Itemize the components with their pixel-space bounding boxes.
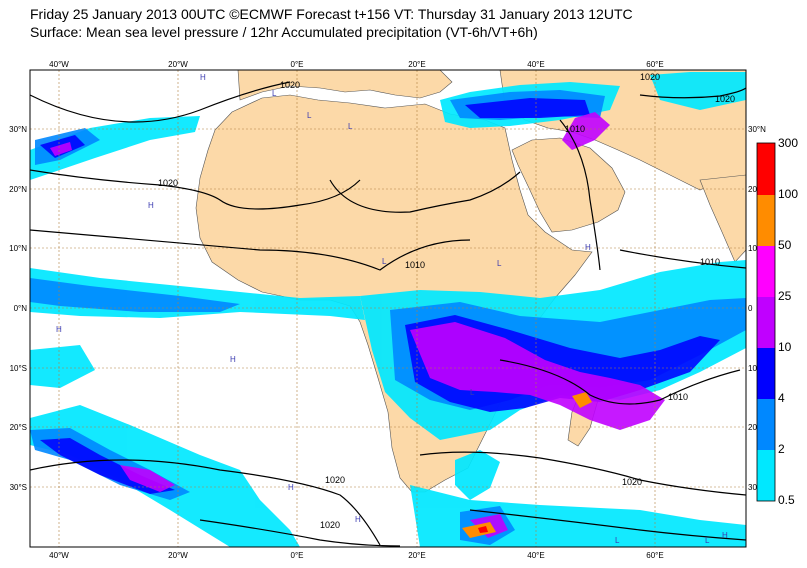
europe-landmass	[237, 70, 453, 101]
pressure-centres: H H H H L L L L L L H H L L H H	[56, 73, 728, 545]
colorbar-label: 0.5	[778, 493, 795, 507]
colorbar-label: 100	[778, 187, 798, 201]
lon-labels-bottom: 40°W 20°W 0°E 20°E 40°E 60°E	[49, 551, 664, 560]
pressure-centre: H	[148, 201, 154, 210]
lat-label: 10°N	[9, 244, 27, 253]
pressure-centre: L	[307, 111, 312, 120]
isobar-label: 1010	[565, 124, 585, 134]
colorbar-segment	[757, 143, 775, 195]
colorbar-label: 300	[778, 136, 798, 150]
pressure-centre: H	[230, 355, 236, 364]
lat-label: 0°N	[14, 304, 28, 313]
lat-label: 20	[748, 185, 757, 194]
lat-label: 0	[748, 304, 753, 313]
colorbar-segment	[757, 246, 775, 297]
lon-label: 20°W	[168, 60, 188, 69]
pressure-centre: L	[272, 89, 277, 98]
colorbar-label: 2	[778, 442, 785, 456]
pressure-centre: L	[615, 536, 620, 545]
chart-subtitle: Surface: Mean sea level pressure / 12hr …	[30, 24, 538, 40]
colorbar-segment	[757, 297, 775, 348]
isobar-labels: 1020 1020 1020 1010 1010 1010 1010 1020 …	[158, 72, 735, 530]
isobar-label: 1020	[715, 94, 735, 104]
lat-label: 20°S	[10, 423, 27, 432]
colorbar-segment	[757, 348, 775, 399]
lon-label: 40°W	[49, 551, 69, 560]
lon-label: 0°E	[291, 60, 304, 69]
colorbar-frame	[756, 142, 776, 502]
isobar-label: 1010	[405, 260, 425, 270]
colorbar-label: 25	[778, 289, 792, 303]
lat-label: 10	[748, 244, 757, 253]
lat-label: 30	[748, 483, 757, 492]
lon-label: 20°E	[408, 60, 425, 69]
pressure-centre: L	[705, 536, 710, 545]
lon-label: 60°E	[646, 551, 663, 560]
lat-label: 10	[748, 364, 757, 373]
isobar-label: 1020	[622, 477, 642, 487]
pressure-centre: H	[200, 73, 206, 82]
lon-label: 20°E	[408, 551, 425, 560]
pressure-centre: H	[722, 531, 728, 540]
colorbar-label: 10	[778, 340, 792, 354]
colorbar: 300 100 50 25 10 4 2 0.5	[756, 136, 798, 507]
colorbar-labels: 300 100 50 25 10 4 2 0.5	[778, 136, 798, 507]
isobar-label: 1020	[325, 475, 345, 485]
lat-label: 30°N	[9, 125, 27, 134]
lon-label: 40°W	[49, 60, 69, 69]
lon-label: 60°E	[646, 60, 663, 69]
isobar-label: 1020	[158, 178, 178, 188]
isobar-label: 1010	[668, 392, 688, 402]
pressure-centre: L	[497, 259, 502, 268]
colorbar-label: 4	[778, 391, 785, 405]
lat-label: 20°N	[9, 185, 27, 194]
precip-extreme-areas	[462, 392, 592, 538]
isobar-label: 1020	[280, 80, 300, 90]
pressure-centre: L	[470, 388, 475, 397]
lon-label: 20°W	[168, 551, 188, 560]
lat-label: 10°S	[10, 364, 27, 373]
colorbar-segment	[757, 399, 775, 450]
lat-label: 30°N	[748, 125, 766, 134]
pressure-centre: L	[348, 122, 353, 131]
pressure-centre: L	[382, 257, 387, 266]
isobar-label: 1010	[700, 257, 720, 267]
lat-labels-right: 30°N 20 10 0 10 20 30	[748, 125, 766, 492]
colorbar-segment	[757, 450, 775, 501]
pressure-centre: H	[355, 515, 361, 524]
pressure-centre: H	[288, 483, 294, 492]
isobar-label: 1020	[320, 520, 340, 530]
colorbar-segment	[757, 195, 775, 246]
lat-label: 20	[748, 423, 757, 432]
lon-labels-top: 40°W 20°W 0°E 20°E 40°E 60°E	[49, 60, 664, 69]
lon-label: 40°E	[527, 551, 544, 560]
chart-title: Friday 25 January 2013 00UTC ©ECMWF Fore…	[30, 6, 633, 22]
lat-label: 30°S	[10, 483, 27, 492]
pressure-centre: H	[585, 243, 591, 252]
graticule	[30, 70, 746, 547]
isobars	[30, 81, 746, 547]
isobar-label: 1020	[640, 72, 660, 82]
map-frame	[29, 69, 747, 548]
lon-label: 40°E	[527, 60, 544, 69]
lon-label: 0°E	[291, 551, 304, 560]
colorbar-label: 50	[778, 238, 792, 252]
pressure-centre: H	[56, 325, 62, 334]
lat-labels-left: 30°N 20°N 10°N 0°N 10°S 20°S 30°S	[9, 125, 27, 492]
